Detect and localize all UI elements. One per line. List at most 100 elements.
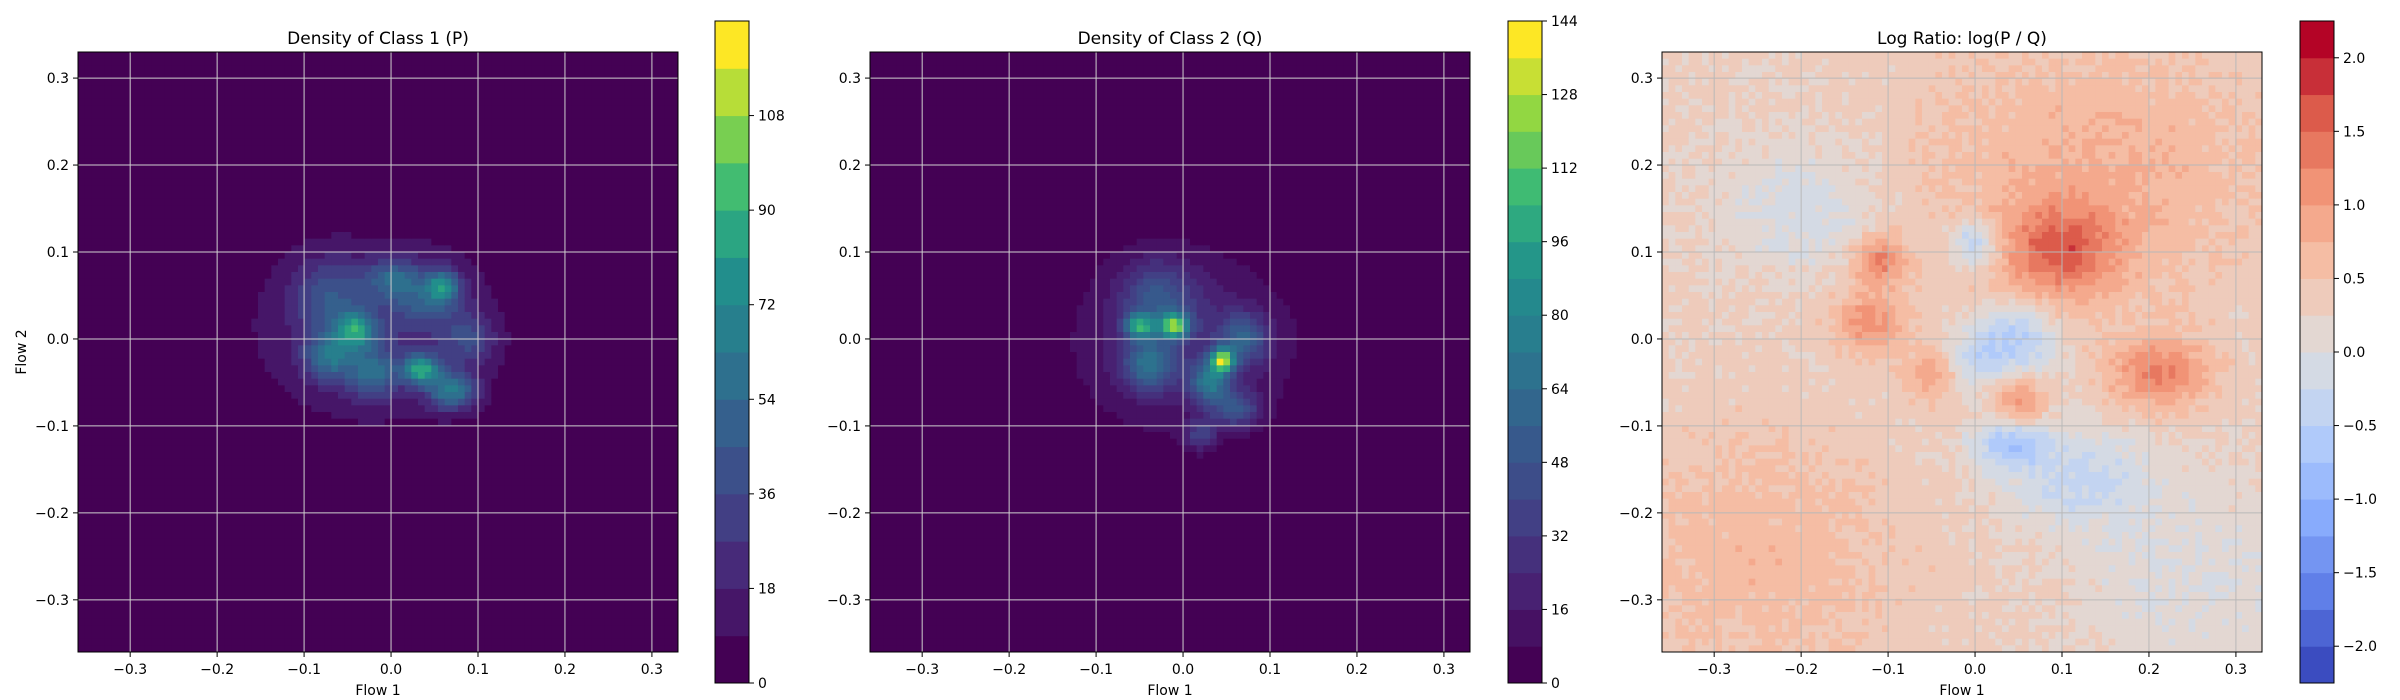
colorbar-tick-label: 1.0 <box>2343 198 2365 214</box>
y-tick-label: 0.0 <box>1631 332 1653 348</box>
x-tick-label: −0.2 <box>992 662 1026 678</box>
x-tick-label: 0.1 <box>1259 662 1281 678</box>
x-tick-label: −0.1 <box>1871 662 1905 678</box>
x-tick-label: 0.2 <box>2138 662 2160 678</box>
colorbar-tick-label: 80 <box>1551 308 1569 324</box>
colorbar-tick-label: 90 <box>758 203 776 219</box>
colorbar-level <box>1508 462 1542 500</box>
colorbar-level <box>715 541 749 589</box>
colorbar-tick-label: −2.0 <box>2343 639 2377 655</box>
colorbar-tick-label: 32 <box>1551 529 1569 545</box>
colorbar-level <box>715 68 749 117</box>
colorbar-level <box>715 352 749 400</box>
colorbar-level <box>2300 204 2334 243</box>
x-tick-label: −0.3 <box>1697 662 1731 678</box>
colorbar-frame <box>714 20 750 684</box>
colorbar-level <box>715 257 749 306</box>
colorbar-tick-label: −1.5 <box>2343 566 2377 582</box>
colorbar-tick-label: 128 <box>1551 88 1578 104</box>
y-tick-label: 0.0 <box>839 332 861 348</box>
heatmap-field <box>870 52 1470 652</box>
colorbar-level <box>1508 535 1542 574</box>
colorbar: 0 16 32 48 64 80 96 112 128 144 <box>1507 14 1578 692</box>
y-tick-label: 0.1 <box>47 245 69 261</box>
chart-title: Density of Class 1 (P) <box>287 29 469 49</box>
y-tick-label: 0.3 <box>1631 71 1653 87</box>
x-tick-label: −0.3 <box>113 662 147 678</box>
colorbar-level <box>2300 94 2334 132</box>
x-tick-label: 0.3 <box>2225 662 2247 678</box>
colorbar-tick-label: 144 <box>1551 14 1578 30</box>
chart-panel-2: −0.3 −0.2 −0.1 0.0 0.1 0.2 0.3 −0.3 −0.2 −0.1 0.0 0… <box>827 14 1578 699</box>
plot-frame <box>869 51 1471 653</box>
y-tick-label: −0.2 <box>1619 506 1653 522</box>
colorbar-level <box>2300 646 2334 684</box>
x-tick-label: 0.1 <box>467 662 489 678</box>
colorbar-level <box>2300 609 2334 647</box>
y-tick-label: −0.2 <box>35 506 69 522</box>
colorbar-tick-label: 0.5 <box>2343 271 2365 287</box>
x-tick-label: 0.3 <box>641 662 663 678</box>
colorbar-level <box>1508 609 1542 647</box>
colorbar-level <box>2300 315 2334 353</box>
chart-panel-3: −0.3 −0.2 −0.1 0.0 0.1 0.2 0.3 −0.3 −0.2 −0.1 0.0 0… <box>1619 20 2377 699</box>
colorbar-level <box>1508 204 1542 243</box>
x-tick-label: 0.0 <box>1964 662 1986 678</box>
colorbar-tick-label: 36 <box>758 487 776 503</box>
y-tick-label: 0.3 <box>47 71 69 87</box>
y-tick-label: −0.2 <box>827 506 861 522</box>
chart-title: Log Ratio: log(P / Q) <box>1877 29 2047 49</box>
colorbar-level <box>2300 131 2334 169</box>
y-tick-label: 0.0 <box>47 332 69 348</box>
colorbar-frame <box>1507 20 1543 684</box>
colorbar-level <box>715 493 749 542</box>
x-tick-label: −0.1 <box>1079 662 1113 678</box>
colorbar-tick-label: 54 <box>758 392 776 408</box>
colorbar-tick-label: 2.0 <box>2343 51 2365 67</box>
colorbar-level <box>2300 352 2334 390</box>
colorbar-level <box>715 304 749 353</box>
colorbar-level <box>715 446 749 495</box>
colorbar-level <box>1508 131 1542 169</box>
colorbar-tick-label: 48 <box>1551 455 1569 471</box>
x-tick-label: −0.1 <box>287 662 321 678</box>
y-tick-label: −0.3 <box>35 593 69 609</box>
heatmap-field <box>78 52 678 652</box>
colorbar-level <box>715 399 749 448</box>
y-tick-label: 0.1 <box>839 245 861 261</box>
x-axis-label: Flow 1 <box>355 683 400 699</box>
colorbar-level <box>2300 425 2334 463</box>
y-tick-label: −0.3 <box>1619 593 1653 609</box>
y-tick-label: 0.2 <box>839 158 861 174</box>
x-tick-label: 0.0 <box>1172 662 1194 678</box>
y-tick-label: 0.1 <box>1631 245 1653 261</box>
plot-frame <box>77 51 679 653</box>
colorbar-level <box>1508 388 1542 427</box>
x-tick-label: 0.2 <box>554 662 576 678</box>
colorbar-level <box>2300 241 2334 279</box>
colorbar-tick-label: 64 <box>1551 382 1569 398</box>
grid-lines <box>78 52 678 652</box>
colorbar-tick-label: 16 <box>1551 602 1569 618</box>
colorbar-level <box>1508 499 1542 537</box>
colorbar-level <box>1508 241 1542 279</box>
colorbar-tick-label: 96 <box>1551 235 1569 251</box>
colorbar-level <box>2300 57 2334 96</box>
colorbar-level <box>1508 646 1542 684</box>
colorbar-level <box>1508 168 1542 206</box>
chart-panel-1: −0.3 −0.2 −0.1 0.0 0.1 0.2 0.3 −0.3 −0.2 −0.1 0.0 0… <box>14 20 785 699</box>
colorbar-level <box>2300 278 2334 316</box>
y-tick-label: 0.2 <box>47 158 69 174</box>
colorbar-tick-label: −0.5 <box>2343 419 2377 435</box>
y-tick-label: −0.1 <box>827 419 861 435</box>
plot-frame <box>1661 51 2263 653</box>
colorbar-tick-label: −1.0 <box>2343 492 2377 508</box>
y-axis-label: Flow 2 <box>14 329 30 374</box>
colorbar: 0 18 36 54 72 90 108 <box>714 20 785 692</box>
y-tick-label: −0.1 <box>1619 419 1653 435</box>
y-tick-label: −0.1 <box>35 419 69 435</box>
colorbar-level <box>2300 499 2334 537</box>
colorbar-level <box>1508 57 1542 96</box>
colorbar-tick-label: 112 <box>1551 161 1578 177</box>
